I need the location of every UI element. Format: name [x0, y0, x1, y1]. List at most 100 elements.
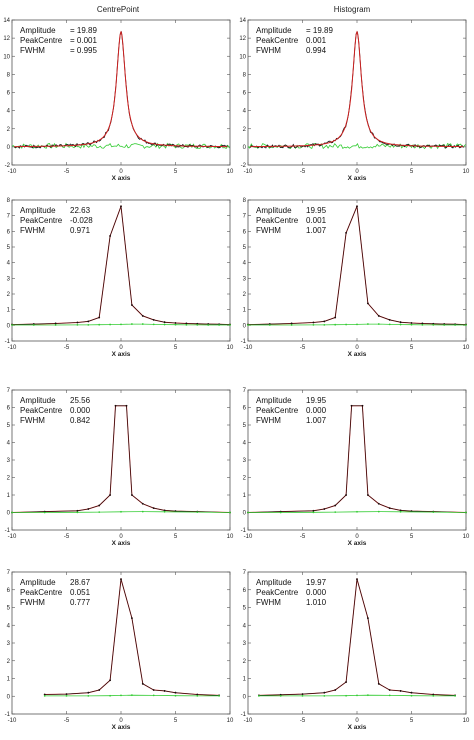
residual-point	[247, 511, 249, 514]
data-point	[98, 316, 101, 319]
y-tick-label: 6	[243, 229, 247, 235]
residual-point	[399, 510, 402, 513]
residual-point	[98, 323, 101, 326]
residual-point	[120, 694, 122, 697]
data-point	[125, 404, 128, 407]
data-point	[152, 318, 155, 321]
residual-point	[87, 694, 90, 697]
column-title-histogram: Histogram	[334, 5, 371, 14]
residual-point	[290, 324, 293, 326]
residual-point	[410, 694, 413, 697]
y-tick-label: 4	[7, 441, 11, 447]
y-tick-label: 8	[243, 72, 247, 78]
data-point	[163, 509, 166, 512]
residual-point	[247, 324, 249, 326]
stat-label: Amplitude	[20, 396, 56, 405]
y-tick-label: 3	[7, 276, 11, 282]
y-tick-label: 0	[7, 145, 11, 151]
x-tick-label: -5	[300, 169, 306, 175]
y-tick-label: 3	[243, 276, 247, 282]
residual-point	[207, 324, 210, 326]
data-point	[301, 693, 304, 696]
data-point	[367, 494, 369, 496]
data-point	[185, 322, 188, 325]
residual-point	[98, 511, 101, 514]
x-tick-label: -10	[8, 534, 17, 540]
stat-value: = 0.001	[70, 36, 97, 45]
y-tick-label: 6	[7, 588, 11, 594]
stat-value: 0.001	[306, 36, 327, 45]
data-point	[350, 404, 353, 407]
y-tick-label: 4	[7, 623, 11, 629]
x-tick-label: -10	[244, 718, 253, 724]
y-tick-label: 1	[243, 677, 247, 683]
residual-point	[388, 323, 391, 326]
data-point	[356, 205, 358, 208]
y-tick-label: 1	[7, 677, 11, 683]
residual-point	[268, 324, 271, 326]
y-tick-label: 10	[239, 54, 246, 60]
residual-point	[345, 694, 347, 697]
y-tick-label: 5	[243, 423, 247, 429]
y-tick-label: 8	[7, 72, 11, 78]
residual-point	[367, 323, 369, 325]
y-tick-label: -1	[5, 712, 11, 718]
x-tick-label: 0	[119, 169, 123, 175]
stat-label: Amplitude	[20, 26, 56, 35]
y-tick-label: 8	[243, 198, 247, 204]
y-tick-label: 0	[243, 694, 247, 700]
stat-value: 0.971	[70, 226, 91, 235]
data-point	[334, 316, 337, 319]
y-tick-label: 3	[243, 458, 247, 464]
x-tick-label: 10	[463, 534, 470, 540]
y-tick-label: -1	[241, 712, 247, 718]
data-line	[11, 206, 231, 325]
y-tick-label: 12	[239, 36, 246, 42]
x-tick-label: 0	[119, 534, 123, 540]
x-axis-label: X axis	[348, 175, 367, 182]
y-tick-label: 5	[7, 423, 11, 429]
y-tick-label: 4	[7, 261, 11, 267]
residual-point	[152, 694, 155, 697]
data-point	[65, 693, 68, 696]
residual-point	[229, 511, 231, 514]
stat-label: FWHM	[20, 416, 45, 425]
stat-value: = 0.995	[70, 46, 97, 55]
residual-point	[377, 510, 380, 513]
data-line	[258, 579, 456, 696]
data-point	[114, 404, 117, 407]
y-tick-label: 12	[3, 36, 10, 42]
x-tick-label: -10	[244, 534, 253, 540]
x-tick-label: 0	[119, 345, 123, 351]
y-tick-label: -2	[241, 163, 247, 169]
chart-panel: -2 0 2 4 6 8 10 12 14 -10 -5 0 5 10 X axis Amplitude = 1…	[3, 18, 234, 182]
x-tick-label: 5	[174, 169, 178, 175]
data-point	[109, 679, 111, 682]
column-title-centrepoint: CentrePoint	[97, 5, 140, 14]
residual-point	[141, 323, 144, 325]
residual-point	[443, 324, 446, 326]
residual-point	[229, 324, 231, 326]
data-point	[163, 690, 166, 692]
stat-label: FWHM	[256, 46, 281, 55]
y-tick-label: 4	[243, 441, 247, 447]
data-point	[109, 494, 111, 496]
y-tick-label: 1	[7, 308, 11, 314]
stat-value: = 19.89	[306, 26, 333, 35]
residual-point	[131, 323, 133, 325]
stat-value: 19.97	[306, 578, 327, 587]
y-tick-label: 3	[7, 641, 11, 647]
x-tick-label: 10	[227, 345, 234, 351]
residual-point	[43, 694, 46, 697]
data-point	[367, 617, 369, 620]
x-tick-label: -5	[64, 169, 70, 175]
data-point	[141, 315, 144, 317]
stat-value: 0.000	[306, 406, 327, 415]
x-tick-label: -5	[64, 345, 70, 351]
stat-value: 0.994	[306, 46, 327, 55]
data-point	[334, 504, 337, 507]
data-point	[98, 504, 101, 507]
